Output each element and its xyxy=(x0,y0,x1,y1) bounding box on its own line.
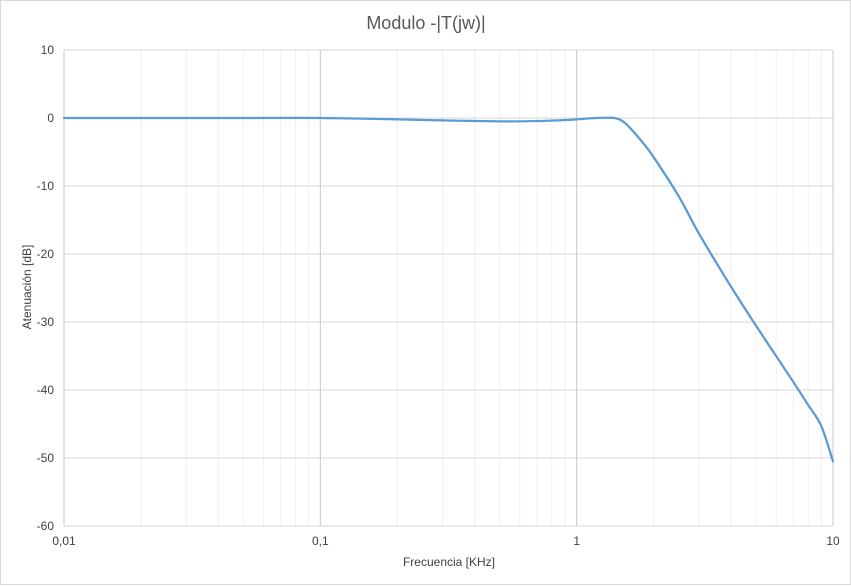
x-tick-label: 0,1 xyxy=(312,534,329,548)
y-tick-label: 10 xyxy=(41,43,55,57)
y-tick-label: -60 xyxy=(37,519,55,533)
y-axis-ticks: 10 0 -10 -20 -30 -40 -50 -60 xyxy=(37,43,55,533)
major-grid xyxy=(63,49,834,527)
y-axis-label: Atenuación [dB] xyxy=(20,245,34,330)
y-tick-label: -30 xyxy=(37,315,55,329)
x-tick-label: 1 xyxy=(573,534,580,548)
x-tick-label: 0,01 xyxy=(52,534,76,548)
x-tick-label: 10 xyxy=(826,534,840,548)
chart-title: Modulo -|T(jw)| xyxy=(366,13,485,33)
y-tick-label: -40 xyxy=(37,383,55,397)
y-tick-label: 0 xyxy=(47,111,54,125)
x-axis-label: Frecuencia [KHz] xyxy=(403,555,495,569)
y-tick-label: -10 xyxy=(37,179,55,193)
series-line xyxy=(62,116,835,463)
y-tick-label: -50 xyxy=(37,451,55,465)
y-tick-label: -20 xyxy=(37,247,55,261)
minor-grid xyxy=(140,50,822,526)
series-group xyxy=(62,116,835,463)
x-axis-ticks: 0,01 0,1 1 10 xyxy=(52,534,840,548)
